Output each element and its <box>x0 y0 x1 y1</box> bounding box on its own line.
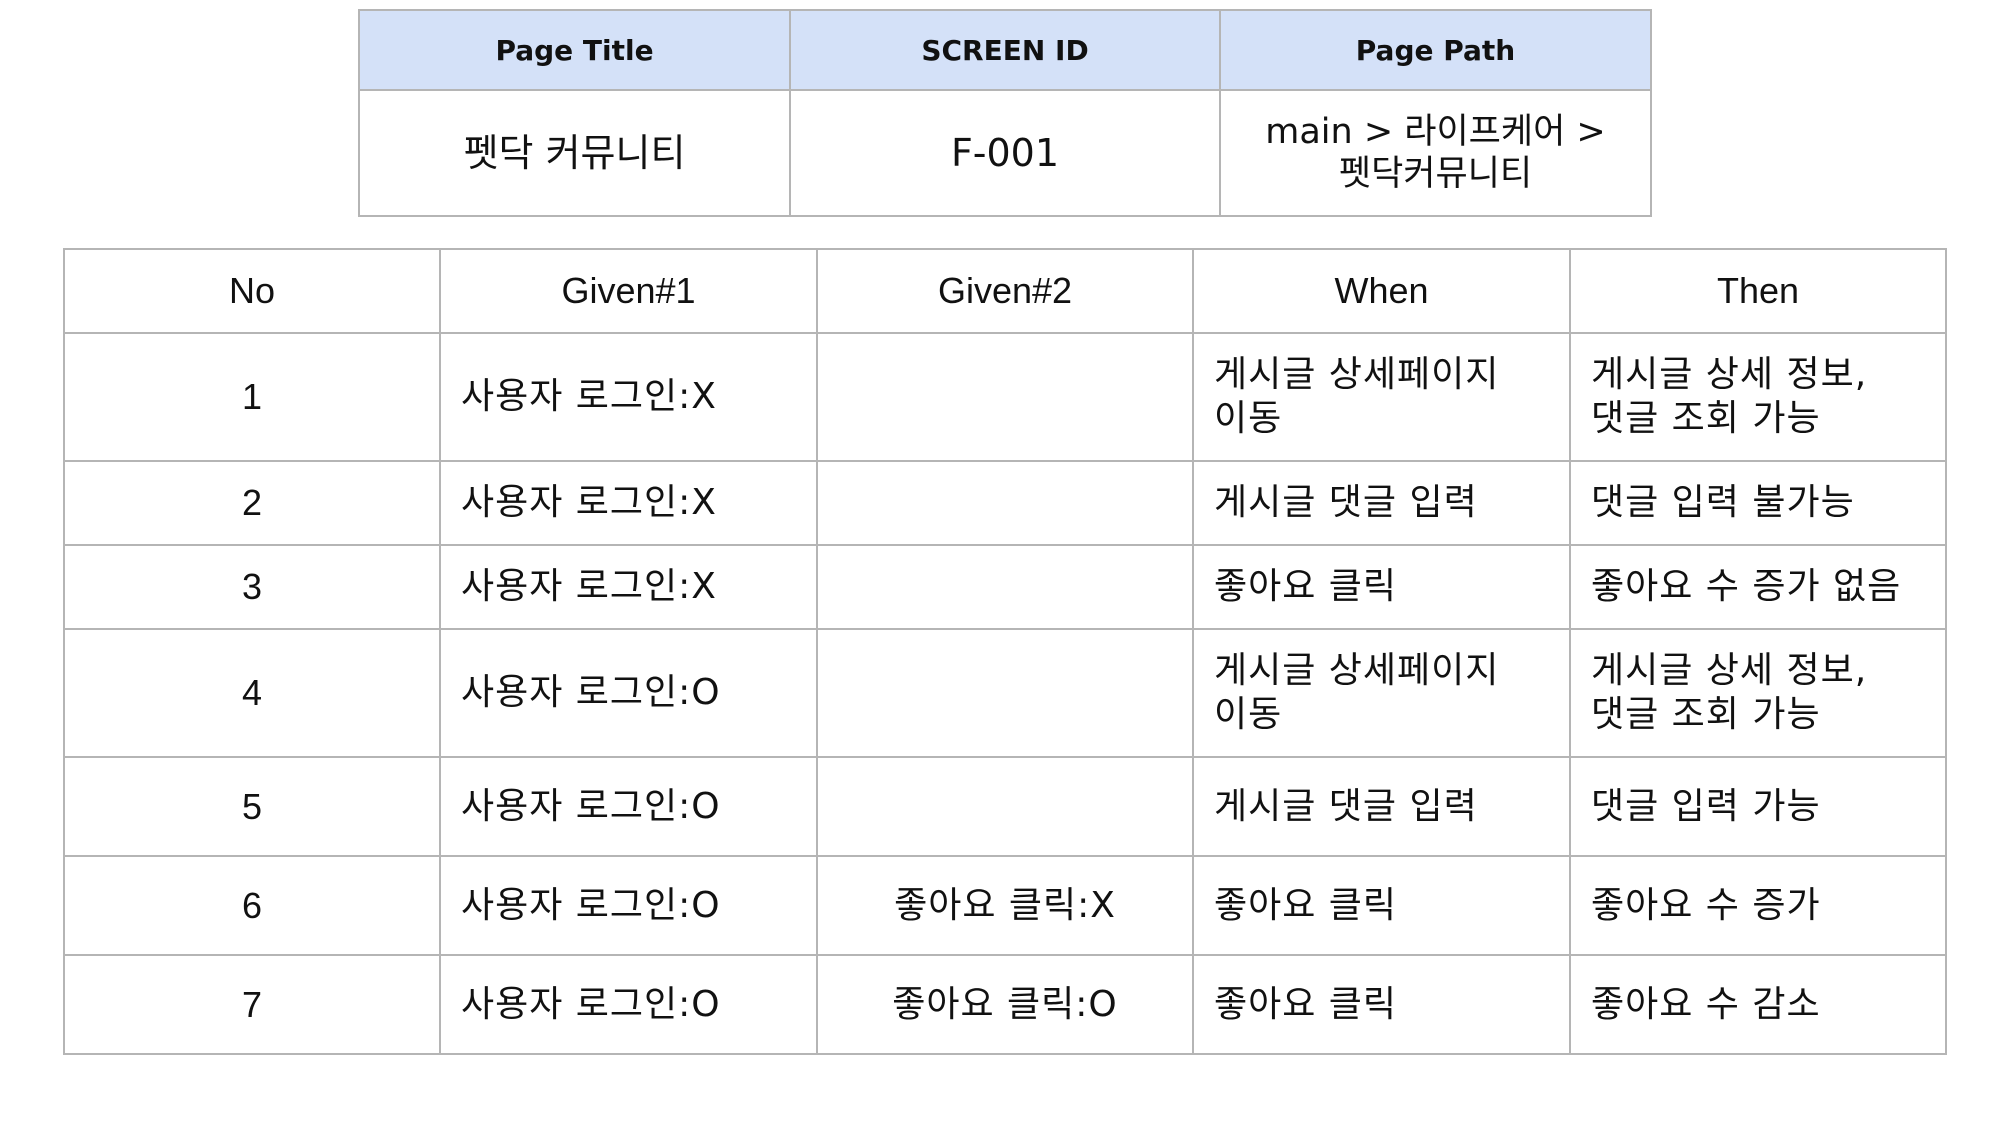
page-title-header: Page Title <box>358 9 791 91</box>
given2-column-header: Given#2 <box>816 248 1194 334</box>
page-path-line-1: main > 라이프케어 > <box>1265 112 1606 152</box>
given2-cell <box>816 544 1194 630</box>
row-number: 4 <box>63 628 441 758</box>
row-number: 2 <box>63 460 441 546</box>
screen-id-header: SCREEN ID <box>789 9 1221 91</box>
given2-cell <box>816 332 1194 462</box>
given1-cell: 사용자 로그인:X <box>439 332 818 462</box>
row-number: 6 <box>63 855 441 956</box>
when-cell: 게시글 댓글 입력 <box>1192 756 1571 857</box>
given2-cell: 좋아요 클릭:X <box>816 855 1194 956</box>
when-line-1: 게시글 상세페이지 <box>1214 354 1500 395</box>
then-cell: 댓글 입력 불가능 <box>1569 460 1947 546</box>
when-line-2: 이동 <box>1214 398 1283 439</box>
page-path-line-2: 펫닥커뮤니티 <box>1338 154 1533 194</box>
then-line-2: 댓글 조회 가능 <box>1591 694 1821 735</box>
given1-cell: 사용자 로그인:O <box>439 954 818 1055</box>
when-column-header: When <box>1192 248 1571 334</box>
then-cell: 좋아요 수 감소 <box>1569 954 1947 1055</box>
when-cell: 좋아요 클릭 <box>1192 855 1571 956</box>
table-row: 2 사용자 로그인:X 게시글 댓글 입력 댓글 입력 불가능 <box>63 460 1947 546</box>
scenario-table: No Given#1 Given#2 When Then 1 사용자 로그인:X… <box>63 248 1947 1055</box>
row-number: 5 <box>63 756 441 857</box>
when-cell: 게시글 상세페이지 이동 <box>1192 628 1571 758</box>
table-row: 7 사용자 로그인:O 좋아요 클릭:O 좋아요 클릭 좋아요 수 감소 <box>63 954 1947 1055</box>
row-number: 3 <box>63 544 441 630</box>
table-row: 6 사용자 로그인:O 좋아요 클릭:X 좋아요 클릭 좋아요 수 증가 <box>63 855 1947 956</box>
given2-cell: 좋아요 클릭:O <box>816 954 1194 1055</box>
then-line-1: 게시글 상세 정보, <box>1591 354 1868 395</box>
when-cell: 게시글 댓글 입력 <box>1192 460 1571 546</box>
given1-cell: 사용자 로그인:O <box>439 855 818 956</box>
table-row: 3 사용자 로그인:X 좋아요 클릭 좋아요 수 증가 없음 <box>63 544 1947 630</box>
then-cell: 좋아요 수 증가 없음 <box>1569 544 1947 630</box>
page-info-header-row: Page Title SCREEN ID Page Path <box>358 9 1652 91</box>
page-info-table: Page Title SCREEN ID Page Path 펫닥 커뮤니티 F… <box>358 9 1652 217</box>
then-column-header: Then <box>1569 248 1947 334</box>
when-cell: 좋아요 클릭 <box>1192 544 1571 630</box>
then-cell: 게시글 상세 정보, 댓글 조회 가능 <box>1569 332 1947 462</box>
screen-id-value: F-001 <box>789 89 1221 217</box>
then-line-2: 댓글 조회 가능 <box>1591 398 1821 439</box>
then-cell: 좋아요 수 증가 <box>1569 855 1947 956</box>
row-number: 7 <box>63 954 441 1055</box>
given2-cell <box>816 460 1194 546</box>
page-path-header: Page Path <box>1219 9 1652 91</box>
when-cell: 좋아요 클릭 <box>1192 954 1571 1055</box>
row-number: 1 <box>63 332 441 462</box>
given2-cell <box>816 628 1194 758</box>
when-line-1: 게시글 상세페이지 <box>1214 650 1500 691</box>
when-cell: 게시글 상세페이지 이동 <box>1192 332 1571 462</box>
then-cell: 댓글 입력 가능 <box>1569 756 1947 857</box>
given2-cell <box>816 756 1194 857</box>
given1-column-header: Given#1 <box>439 248 818 334</box>
given1-cell: 사용자 로그인:X <box>439 544 818 630</box>
given1-cell: 사용자 로그인:O <box>439 756 818 857</box>
table-row: 4 사용자 로그인:O 게시글 상세페이지 이동 게시글 상세 정보, 댓글 조… <box>63 628 1947 758</box>
when-line-2: 이동 <box>1214 694 1283 735</box>
then-cell: 게시글 상세 정보, 댓글 조회 가능 <box>1569 628 1947 758</box>
page-title-value: 펫닥 커뮤니티 <box>358 89 791 217</box>
page-info-value-row: 펫닥 커뮤니티 F-001 main > 라이프케어 > 펫닥커뮤니티 <box>358 89 1652 217</box>
page-path-value: main > 라이프케어 > 펫닥커뮤니티 <box>1219 89 1652 217</box>
table-row: 5 사용자 로그인:O 게시글 댓글 입력 댓글 입력 가능 <box>63 756 1947 857</box>
scenario-header-row: No Given#1 Given#2 When Then <box>63 248 1947 334</box>
then-line-1: 게시글 상세 정보, <box>1591 650 1868 691</box>
no-column-header: No <box>63 248 441 334</box>
given1-cell: 사용자 로그인:O <box>439 628 818 758</box>
given1-cell: 사용자 로그인:X <box>439 460 818 546</box>
table-row: 1 사용자 로그인:X 게시글 상세페이지 이동 게시글 상세 정보, 댓글 조… <box>63 332 1947 462</box>
